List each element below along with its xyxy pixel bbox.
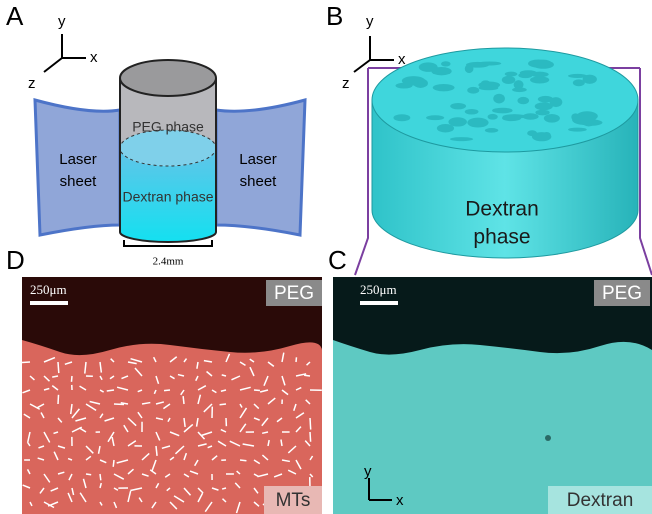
cylinder-top [120, 60, 216, 96]
surface-bump [465, 109, 479, 115]
surface-bump [488, 114, 498, 120]
scale-label: 250μm [360, 282, 397, 297]
axis-label: z [342, 75, 350, 92]
surface-bump [433, 84, 455, 91]
flow-arrow [310, 432, 311, 442]
microscopy-image [22, 277, 322, 514]
flow-arrow [220, 404, 226, 405]
surface-bump [568, 128, 587, 132]
sheet-label: sheet [240, 173, 278, 190]
axis-label: x [90, 49, 98, 66]
surface-bump [467, 118, 488, 128]
sheet-label: Laser [59, 151, 97, 168]
flow-arrow [254, 390, 260, 391]
surface-bump [450, 103, 466, 109]
surface-bump [478, 61, 502, 65]
surface-bump [395, 83, 412, 89]
surface-bump [478, 81, 500, 88]
tag: Dextran [567, 490, 634, 511]
surface-bump [535, 102, 553, 110]
surface-bump [538, 96, 554, 103]
surface-bump [502, 76, 516, 84]
scale-label: 2.4mm [153, 256, 184, 268]
surface-bump [465, 64, 474, 73]
surface-bump [580, 119, 603, 125]
axes-icon [354, 36, 394, 72]
surface-bump [448, 117, 467, 126]
surface-bump [523, 113, 539, 119]
flow-arrow [304, 375, 310, 376]
tag: MTs [276, 490, 311, 511]
flow-arrow [100, 474, 101, 480]
flow-arrow [310, 418, 311, 430]
surface-bump [544, 114, 560, 123]
phase-label: Dextran phase [122, 189, 213, 205]
panel-label: B [326, 1, 343, 31]
surface-bump [583, 75, 597, 84]
phase-label: PEG phase [132, 119, 204, 135]
surface-bump [441, 61, 451, 66]
flow-arrow [58, 395, 59, 404]
axis-label: y [366, 13, 374, 30]
flow-arrow [281, 440, 282, 446]
flow-arrow [222, 488, 226, 489]
phase-label: phase [473, 226, 530, 249]
flow-arrow [86, 474, 91, 475]
surface-bump [505, 72, 518, 77]
surface-bump [512, 87, 527, 92]
surface-bump [450, 137, 473, 141]
surface-bump [467, 87, 479, 94]
flow-arrow [114, 404, 124, 405]
surface-bump [426, 115, 444, 120]
axis-label: y [364, 463, 372, 480]
speck [545, 435, 551, 441]
panel-label: D [6, 245, 25, 275]
surface-bump [393, 114, 410, 121]
tag: PEG [274, 283, 314, 304]
flow-arrow [183, 396, 184, 404]
flow-arrow [240, 460, 246, 461]
tag: PEG [602, 283, 642, 304]
sheet-label: Laser [239, 151, 277, 168]
surface-bump [492, 108, 513, 114]
figure: A y x z PEG phase Dextran phase Laser sh… [0, 0, 652, 514]
surface-bump [527, 130, 537, 136]
surface-bump [528, 59, 549, 67]
axis-label: x [396, 492, 404, 509]
panel-label: A [6, 1, 24, 31]
surface-bump [530, 76, 549, 83]
surface-bump [493, 94, 505, 104]
surface-bump [535, 110, 549, 116]
axis-label: y [58, 13, 66, 30]
panel-label: C [328, 245, 347, 275]
axes-icon [44, 34, 86, 72]
surface-bump [517, 97, 529, 104]
flow-arrow [107, 390, 114, 391]
surface-bump [531, 72, 549, 78]
sheet-label: sheet [60, 173, 98, 190]
flow-arrow [113, 460, 114, 467]
interface [120, 130, 216, 166]
surface-bump [413, 78, 428, 88]
axis-label: z [28, 75, 36, 92]
flow-arrow [22, 362, 30, 363]
flow-arrow [71, 376, 72, 382]
flow-arrow [164, 390, 170, 391]
flow-arrow [58, 362, 59, 373]
surface-bump [542, 132, 550, 138]
scale-label: 250μm [30, 282, 67, 297]
surface-bump [431, 67, 451, 75]
dextran-surface [372, 48, 638, 152]
flow-arrow [156, 446, 157, 456]
phase-label: Dextran [465, 198, 539, 221]
surface-bump [485, 128, 498, 133]
flow-arrow [52, 376, 58, 377]
